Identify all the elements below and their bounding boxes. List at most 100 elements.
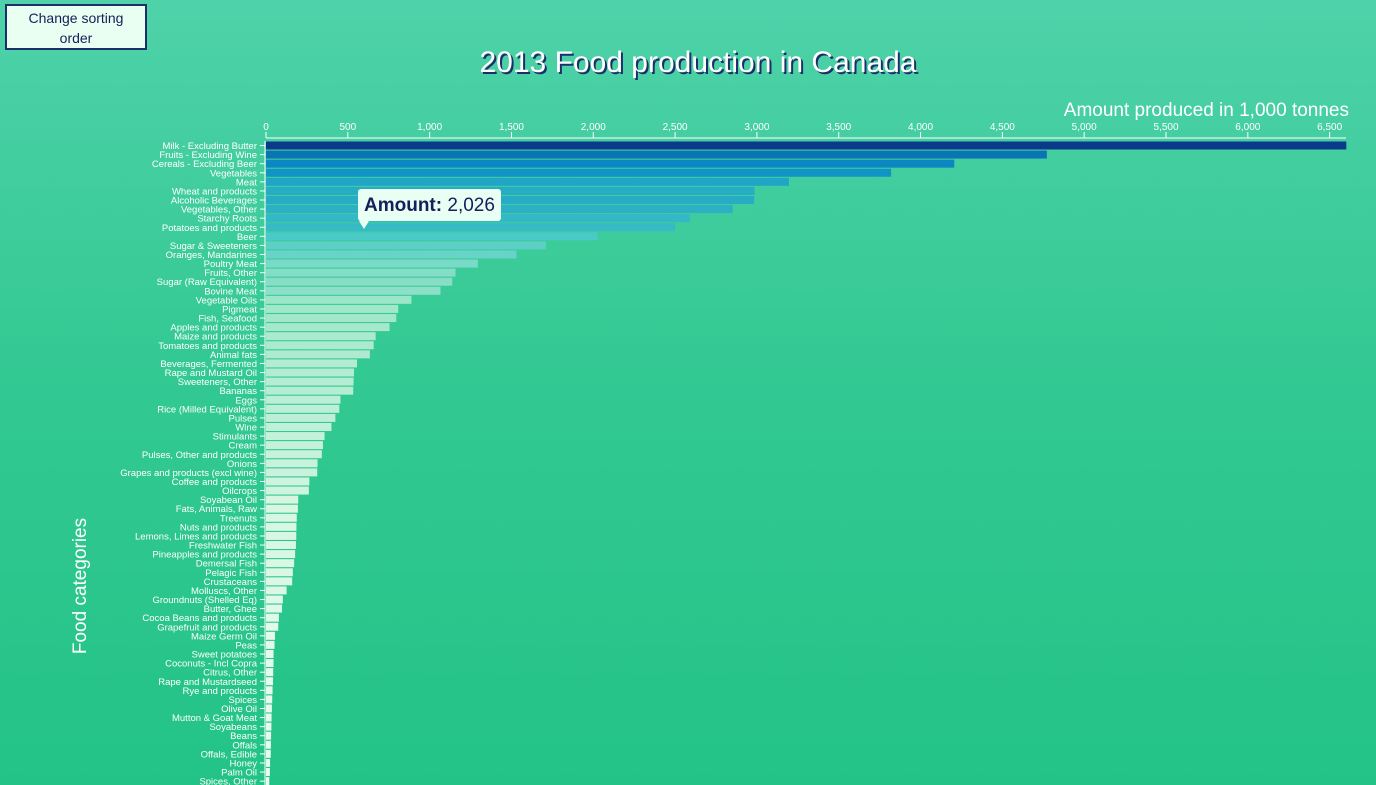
bar[interactable] <box>266 368 355 377</box>
y-tick-label: Cream <box>228 441 257 452</box>
bar[interactable] <box>266 395 341 404</box>
bar[interactable] <box>266 513 297 522</box>
y-tick-label: Rape and Mustard Oil <box>165 368 257 379</box>
tooltip-pointer <box>359 221 369 229</box>
bar[interactable] <box>266 432 325 441</box>
bar[interactable] <box>266 531 297 540</box>
bar[interactable] <box>266 631 275 640</box>
bar[interactable] <box>266 777 270 785</box>
bar[interactable] <box>266 668 274 677</box>
bar[interactable] <box>266 604 283 613</box>
y-tick-label: Beans <box>230 731 257 742</box>
bar[interactable] <box>266 295 412 304</box>
x-tick-label: 2,000 <box>581 122 606 133</box>
bar[interactable] <box>266 568 293 577</box>
bar[interactable] <box>266 241 546 250</box>
bar[interactable] <box>266 168 892 177</box>
y-tick-label: Peas <box>235 640 257 651</box>
bar[interactable] <box>266 640 275 649</box>
bar[interactable] <box>266 323 390 332</box>
bar[interactable] <box>266 722 272 731</box>
bars-group <box>266 141 1347 785</box>
x-tick-label: 3,500 <box>826 122 851 133</box>
bar[interactable] <box>266 477 310 486</box>
y-tick-label: Vegetables, Other <box>181 205 257 216</box>
bar[interactable] <box>266 649 274 658</box>
bar[interactable] <box>266 341 374 350</box>
y-tick-label: Pulses, Other and products <box>142 450 257 461</box>
bar[interactable] <box>266 740 271 749</box>
bar[interactable] <box>266 586 287 595</box>
bar[interactable] <box>266 259 478 268</box>
x-tick-label: 5,000 <box>1072 122 1097 133</box>
x-tick-label: 6,000 <box>1235 122 1260 133</box>
bar[interactable] <box>266 577 293 586</box>
bar[interactable] <box>266 749 271 758</box>
bar[interactable] <box>266 141 1347 150</box>
bar[interactable] <box>266 541 296 550</box>
y-tick-label: Cereals - Excluding Beer <box>152 159 257 170</box>
y-tick-label: Oilcrops <box>222 486 257 497</box>
bar[interactable] <box>266 314 397 323</box>
y-tick-label: Animal fats <box>210 350 257 361</box>
bar[interactable] <box>266 659 274 668</box>
bar[interactable] <box>266 177 789 186</box>
bar[interactable] <box>266 559 295 568</box>
bar[interactable] <box>266 332 376 341</box>
bar[interactable] <box>266 250 517 259</box>
y-tick-label: Vegetable Oils <box>196 295 258 306</box>
y-tick-label: Offals, Edible <box>201 749 257 760</box>
bar[interactable] <box>266 595 283 604</box>
y-tick-label: Rice (Milled Equivalent) <box>157 404 257 415</box>
bar[interactable] <box>266 504 298 513</box>
y-tick-label: Offals <box>232 740 257 751</box>
bar[interactable] <box>266 377 354 386</box>
bar[interactable] <box>266 450 322 459</box>
bar[interactable] <box>266 359 357 368</box>
bar[interactable] <box>266 186 755 195</box>
bar[interactable] <box>266 404 340 413</box>
x-tick-label: 6,500 <box>1317 122 1342 133</box>
y-tick-label: Sugar & Sweeteners <box>170 241 257 252</box>
bar[interactable] <box>266 758 271 767</box>
bar[interactable] <box>266 713 272 722</box>
bar[interactable] <box>266 550 296 559</box>
bar[interactable] <box>266 468 318 477</box>
bar[interactable] <box>266 704 272 713</box>
bar[interactable] <box>266 232 598 241</box>
bar[interactable] <box>266 150 1047 159</box>
sort-order-button[interactable]: Change sorting order <box>5 4 147 50</box>
bar[interactable] <box>266 223 676 232</box>
bar[interactable] <box>266 459 318 468</box>
bar[interactable] <box>266 677 274 686</box>
y-tick-label: Tomatoes and products <box>158 341 257 352</box>
bar[interactable] <box>266 486 309 495</box>
bar[interactable] <box>266 495 299 504</box>
bar[interactable] <box>266 441 323 450</box>
y-tick-label: Sugar (Raw Equivalent) <box>157 277 257 288</box>
y-tick-label: Vegetables <box>210 168 257 179</box>
y-tick-label: Freshwater Fish <box>189 541 257 552</box>
bar[interactable] <box>266 195 755 204</box>
y-tick-label: Pineapples and products <box>152 550 257 561</box>
bar[interactable] <box>266 622 279 631</box>
bar[interactable] <box>266 695 273 704</box>
bar[interactable] <box>266 768 270 777</box>
bar[interactable] <box>266 268 456 277</box>
bar[interactable] <box>266 686 273 695</box>
bar[interactable] <box>266 422 332 431</box>
bar[interactable] <box>266 350 370 359</box>
y-tick-label: Fruits - Excluding Wine <box>159 150 257 161</box>
bar[interactable] <box>266 413 336 422</box>
bar[interactable] <box>266 522 297 531</box>
y-tick-label: Rye and products <box>183 686 258 697</box>
bar[interactable] <box>266 159 955 168</box>
x-tick-label: 4,500 <box>990 122 1015 133</box>
bar[interactable] <box>266 613 279 622</box>
bar[interactable] <box>266 286 441 295</box>
bar[interactable] <box>266 386 354 395</box>
bar[interactable] <box>266 304 399 313</box>
bar[interactable] <box>266 731 272 740</box>
bar[interactable] <box>266 277 453 286</box>
y-tick-label: Maize Germ Oil <box>191 631 257 642</box>
